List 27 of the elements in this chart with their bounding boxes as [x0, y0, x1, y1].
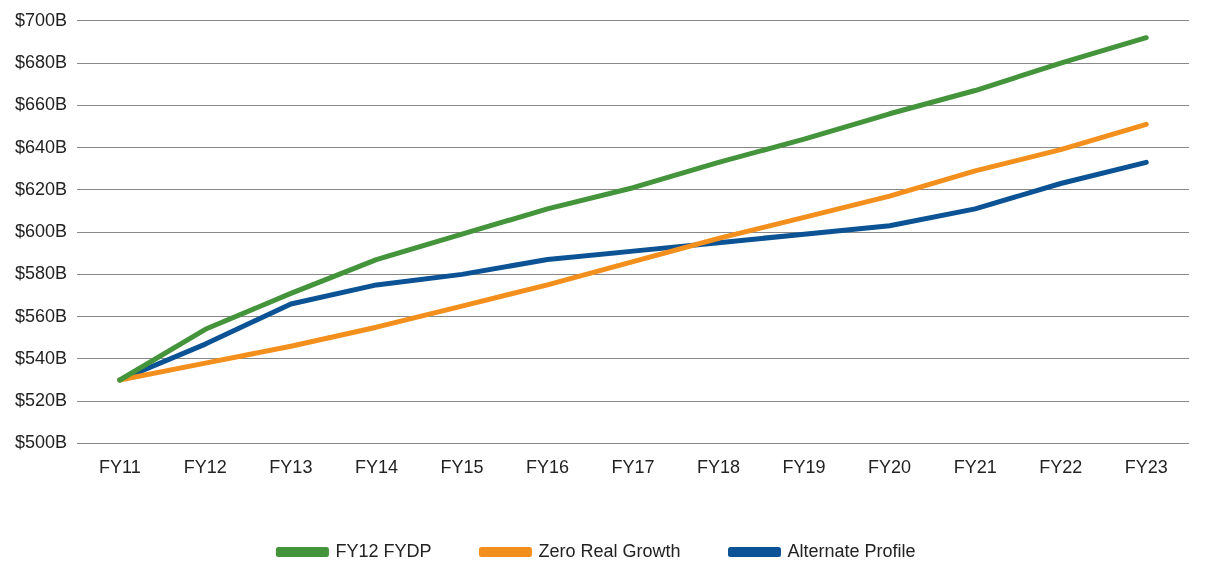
y-tick-label: $520B [14, 390, 68, 411]
x-tick-label: FY15 [440, 457, 484, 478]
y-tick-label: $500B [14, 432, 68, 453]
y-tick-label: $560B [14, 305, 68, 326]
x-tick-label: FY17 [611, 457, 655, 478]
legend-label: Zero Real Growth [538, 540, 681, 561]
y-tick-label: $640B [14, 136, 68, 157]
x-tick-label: FY13 [269, 457, 313, 478]
x-tick-label: FY16 [525, 457, 570, 478]
y-tick-label: $620B [14, 178, 68, 199]
y-tick-label: $540B [14, 347, 68, 368]
legend-label: FY12 FYDP [335, 540, 432, 561]
y-tick-label: $700B [14, 9, 68, 30]
x-tick-label: FY19 [782, 457, 826, 478]
x-tick-label: FY11 [98, 457, 141, 478]
y-tick-label: $600B [14, 221, 68, 242]
x-tick-label: FY14 [354, 457, 398, 478]
x-tick-label: FY22 [1039, 457, 1083, 478]
y-tick-label: $680B [14, 52, 68, 73]
x-tick-label: FY12 [183, 457, 227, 478]
x-tick-label: FY20 [868, 457, 912, 478]
legend-label: Alternate Profile [787, 540, 916, 561]
x-tick-label: FY18 [697, 457, 741, 478]
y-tick-label: $660B [14, 94, 68, 115]
x-tick-label: FY21 [953, 457, 997, 478]
y-tick-label: $580B [14, 263, 68, 284]
x-tick-label: FY23 [1124, 457, 1168, 478]
